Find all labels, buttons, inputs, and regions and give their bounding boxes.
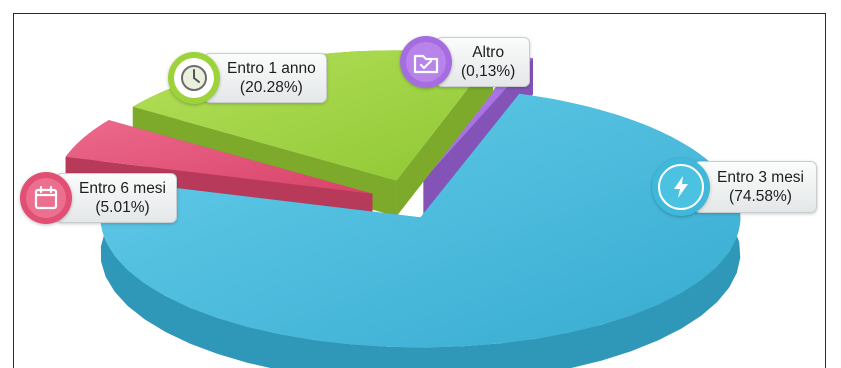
folder-icon-badge [400, 36, 452, 88]
slice-label: Entro 1 anno [227, 60, 316, 77]
clock-icon [181, 65, 207, 91]
calendar-icon [34, 185, 58, 210]
slice-value: (20.28%) [239, 79, 303, 96]
slice-top [100, 93, 741, 348]
callout-box-altro: Altro (0,13%) [436, 37, 531, 87]
slice-top [423, 56, 534, 181]
folder-check-icon [413, 54, 439, 74]
clock-icon-badge [168, 52, 220, 104]
slice-label: Altro [472, 44, 505, 61]
callout-box-entro-3-mesi: Entro 3 mesi (74.58%) [694, 161, 818, 213]
slice-value: (5.01%) [95, 199, 150, 216]
callout-altro: Altro (0,13%) [400, 36, 531, 88]
slice-label: Entro 3 mesi [717, 169, 805, 186]
calendar-icon-badge [20, 172, 72, 224]
slice-wall [396, 56, 493, 217]
callout-box-entro-6-mesi: Entro 6 mesi (5.01%) [56, 173, 178, 223]
slice-top [65, 120, 373, 194]
pie-slice-entro-3-mesi [100, 93, 741, 368]
slice-value: (74.58%) [729, 188, 792, 205]
slice-label: Entro 6 mesi [79, 180, 167, 197]
slice-value: (0,13%) [461, 63, 516, 80]
callout-entro-1-anno: Entro 1 anno (20.28%) [168, 52, 327, 104]
callout-entro-3-mesi: Entro 3 mesi (74.58%) [652, 158, 818, 216]
lightning-icon [674, 176, 688, 198]
slice-wall [423, 58, 534, 217]
callout-box-entro-1-anno: Entro 1 anno (20.28%) [204, 53, 327, 103]
lightning-icon-badge [652, 158, 710, 216]
callout-entro-6-mesi: Entro 6 mesi (5.01%) [20, 172, 178, 224]
